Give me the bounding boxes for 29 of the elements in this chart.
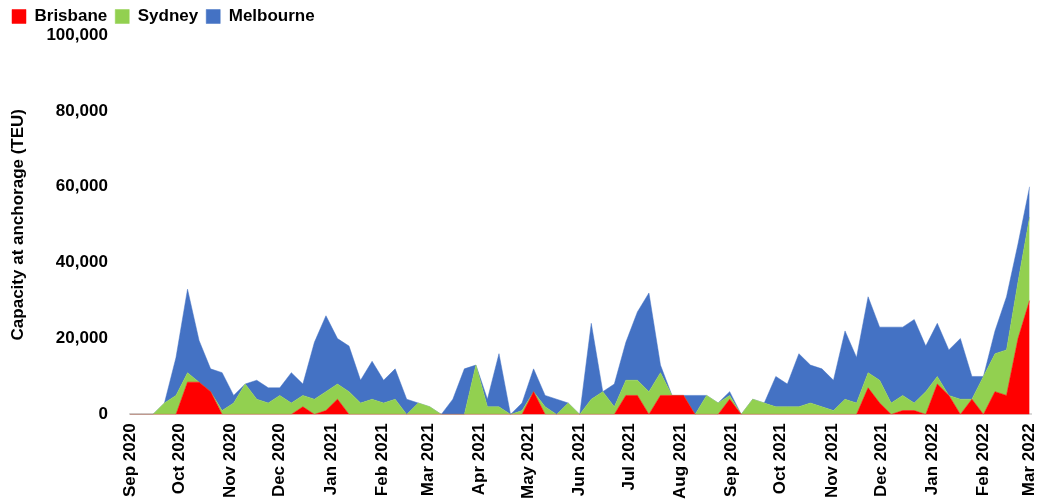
x-tick-label: Dec 2020	[269, 423, 289, 498]
x-tick-label: Jun 2021	[569, 423, 589, 497]
y-tick-label: 20,000	[55, 328, 108, 348]
x-tick-label: Mar 2021	[417, 423, 437, 497]
x-tick-label: Sep 2020	[119, 423, 139, 498]
x-tick-label: Aug 2021	[669, 423, 689, 499]
legend-label: Melbourne	[228, 6, 315, 26]
x-tick-label: Sep 2021	[721, 423, 741, 498]
x-tick-label: Feb 2021	[371, 423, 391, 497]
x-tick-label: Apr 2021	[468, 423, 488, 496]
y-tick-label: 60,000	[55, 176, 108, 196]
legend-label: Sydney	[137, 6, 199, 26]
x-tick-label: May 2021	[518, 423, 538, 500]
y-tick-label: 0	[98, 404, 108, 424]
y-axis-title: Capacity at anchorage (TEU)	[7, 108, 27, 341]
y-tick-label: 40,000	[55, 252, 108, 272]
y-tick-label: 100,000	[46, 24, 108, 44]
x-tick-label: Mar 2022	[1019, 423, 1039, 497]
legend-label: Brisbane	[34, 6, 108, 26]
x-tick-label: Nov 2020	[220, 423, 240, 499]
x-tick-label: Oct 2020	[168, 423, 188, 495]
x-tick-label: Feb 2022	[973, 423, 993, 497]
x-tick-label: Nov 2021	[821, 423, 841, 499]
x-tick-label: Jan 2021	[320, 423, 340, 496]
x-tick-label: Dec 2021	[870, 423, 890, 498]
x-tick-label: Jan 2022	[922, 423, 942, 496]
x-tick-label: Jul 2021	[618, 423, 638, 491]
x-tick-label: Oct 2021	[770, 423, 790, 495]
y-tick-label: 80,000	[55, 100, 108, 120]
